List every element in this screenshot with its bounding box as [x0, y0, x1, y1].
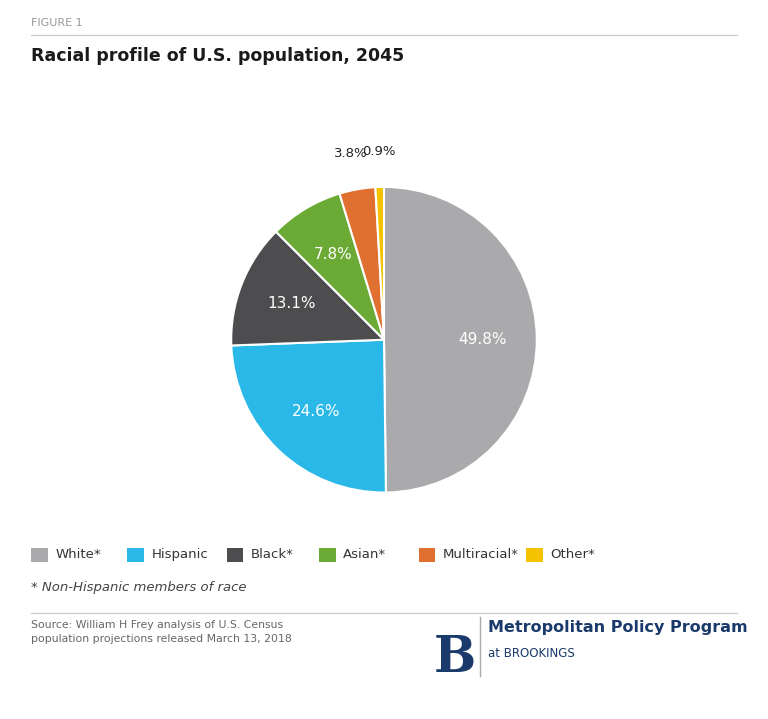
Text: * Non-Hispanic members of race: * Non-Hispanic members of race: [31, 581, 247, 594]
Text: at BROOKINGS: at BROOKINGS: [488, 647, 574, 660]
Text: 49.8%: 49.8%: [458, 331, 507, 347]
Text: 3.8%: 3.8%: [334, 147, 368, 160]
Text: FIGURE 1: FIGURE 1: [31, 18, 82, 28]
Text: Racial profile of U.S. population, 2045: Racial profile of U.S. population, 2045: [31, 47, 404, 65]
Wedge shape: [384, 187, 537, 493]
Text: 7.8%: 7.8%: [314, 247, 353, 262]
Text: White*: White*: [55, 548, 101, 561]
Wedge shape: [231, 340, 386, 493]
Text: 24.6%: 24.6%: [292, 404, 340, 419]
Text: Multiracial*: Multiracial*: [443, 548, 519, 561]
Text: 0.9%: 0.9%: [362, 145, 396, 157]
Wedge shape: [231, 232, 384, 346]
Text: B: B: [434, 634, 476, 683]
Wedge shape: [276, 193, 384, 340]
Text: Source: William H Frey analysis of U.S. Census
population projections released M: Source: William H Frey analysis of U.S. …: [31, 620, 292, 644]
Text: Asian*: Asian*: [343, 548, 386, 561]
Wedge shape: [376, 187, 384, 340]
Text: Metropolitan Policy Program: Metropolitan Policy Program: [488, 620, 747, 635]
Wedge shape: [339, 187, 384, 340]
Text: Black*: Black*: [251, 548, 294, 561]
Text: 13.1%: 13.1%: [268, 296, 316, 311]
Text: Other*: Other*: [551, 548, 595, 561]
Text: Hispanic: Hispanic: [151, 548, 208, 561]
